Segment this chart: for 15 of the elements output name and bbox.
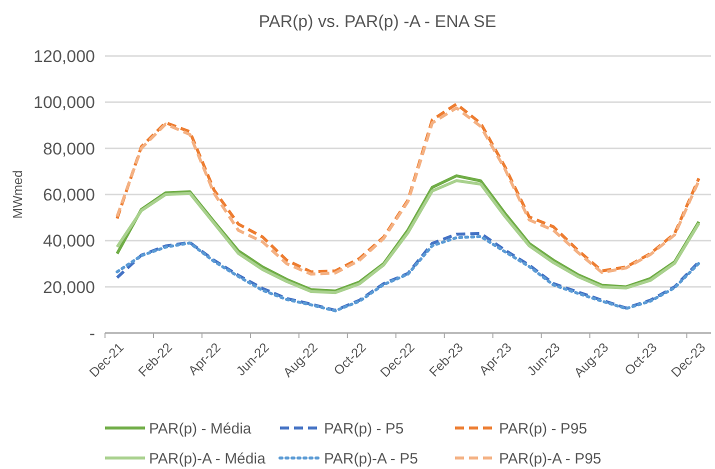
y-tick-label: 40,000 bbox=[43, 232, 95, 251]
y-axis-title: MWmed bbox=[10, 170, 25, 219]
y-tick-label: - bbox=[89, 324, 95, 343]
legend-label: PAR(p)-A - Média bbox=[149, 450, 266, 468]
chart-title: PAR(p) vs. PAR(p) -A - ENA SE bbox=[258, 12, 496, 31]
y-tick-label: 100,000 bbox=[34, 93, 95, 112]
y-tick-label: 60,000 bbox=[43, 185, 95, 204]
y-tick-label: 20,000 bbox=[43, 278, 95, 297]
legend-label: PAR(p) - P95 bbox=[499, 420, 588, 438]
legend-label: PAR(p)-A - P5 bbox=[324, 450, 418, 468]
legend-label: PAR(p) - Média bbox=[149, 420, 252, 438]
y-tick-label: 120,000 bbox=[34, 46, 95, 66]
legend-label: PAR(p) - P5 bbox=[324, 420, 404, 438]
y-tick-label: 80,000 bbox=[43, 139, 95, 158]
legend-label: PAR(p)-A - P95 bbox=[499, 450, 602, 468]
